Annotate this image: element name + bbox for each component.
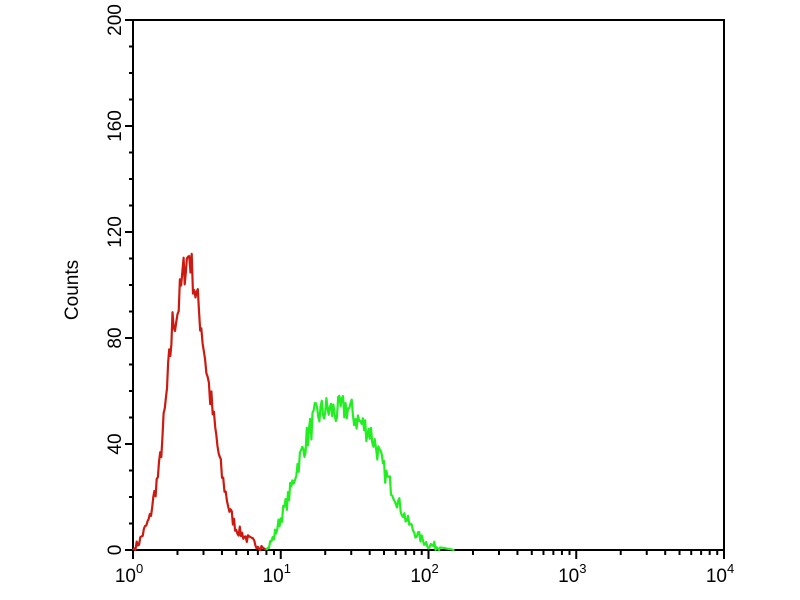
y-tick-label: 80 xyxy=(105,327,126,348)
x-tick-base: 10 xyxy=(115,566,136,587)
x-tick-exponent: 0 xyxy=(136,561,143,576)
x-tick-label: 100 xyxy=(115,561,143,587)
x-tick-label: 103 xyxy=(558,561,586,587)
x-tick-label: 101 xyxy=(263,561,291,587)
x-tick-label: 102 xyxy=(410,561,438,587)
x-tick-exponent: 1 xyxy=(284,561,291,576)
x-tick-exponent: 4 xyxy=(727,561,734,576)
y-tick-label: 0 xyxy=(105,545,126,556)
x-tick-base: 10 xyxy=(558,566,579,587)
x-tick-label: 104 xyxy=(706,561,734,587)
axes xyxy=(125,19,725,559)
y-tick-label: 40 xyxy=(105,433,126,454)
y-tick-label: 160 xyxy=(105,110,126,142)
y-axis-label: Counts xyxy=(62,260,83,320)
series-group xyxy=(132,252,455,552)
x-tick-base: 10 xyxy=(410,566,431,587)
y-tick-label: 200 xyxy=(105,4,126,36)
x-tick-exponent: 2 xyxy=(431,561,438,576)
x-tick-base: 10 xyxy=(706,566,727,587)
series-line-0 xyxy=(132,252,268,552)
y-tick-label: 120 xyxy=(105,216,126,248)
x-tick-base: 10 xyxy=(263,566,284,587)
series-line-1 xyxy=(265,394,455,552)
x-tick-exponent: 3 xyxy=(579,561,586,576)
